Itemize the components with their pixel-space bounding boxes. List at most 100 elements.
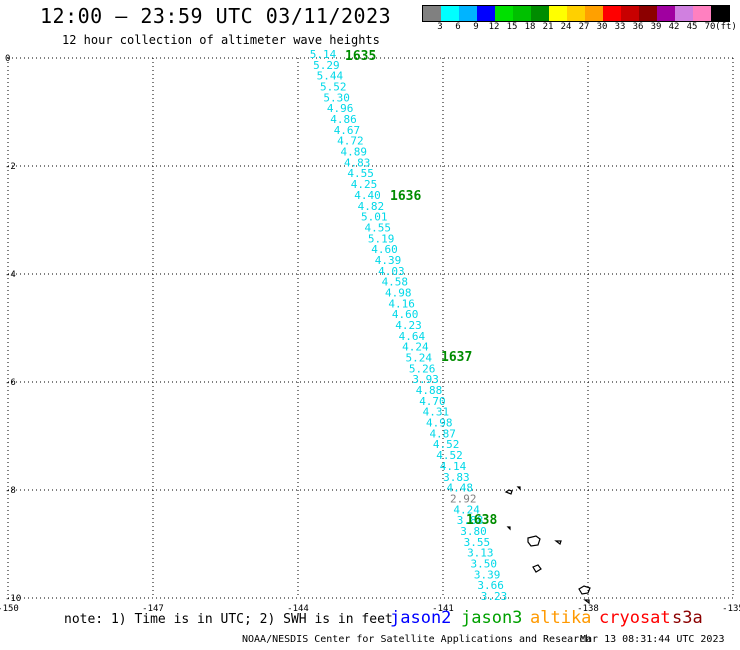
wave-height-value: 4.64 <box>399 330 426 343</box>
wave-height-value: 5.30 <box>323 91 350 104</box>
lon-tick-label: -138 <box>577 604 599 614</box>
lon-tick-label: -147 <box>142 604 164 614</box>
color-scale-swatch <box>621 6 639 21</box>
island-outline <box>504 489 513 495</box>
color-scale-label: 36 <box>632 22 644 32</box>
color-scale-swatch <box>423 6 441 21</box>
island-outline <box>578 585 591 595</box>
color-scale-swatch <box>693 6 711 21</box>
wave-height-value: 4.60 <box>392 308 419 321</box>
lat-tick-label: -10 <box>5 594 21 604</box>
lat-tick-label: -4 <box>5 270 16 280</box>
color-scale-swatch <box>441 6 459 21</box>
wave-height-value: 4.89 <box>341 146 368 159</box>
wave-height-value: 4.98 <box>426 417 453 430</box>
color-scale-label: 39 <box>650 22 662 32</box>
wave-height-value: 4.48 <box>447 482 474 495</box>
color-scale-label: 33 <box>614 22 626 32</box>
wave-height-value: 3.50 <box>470 557 497 570</box>
legend-jason3: jason3 <box>461 608 523 628</box>
wave-height-value: 2.92 <box>450 492 477 505</box>
wave-height-value: 4.55 <box>347 167 374 180</box>
wave-height-value: 3.83 <box>443 471 470 484</box>
color-scale-label: 9 <box>473 22 479 32</box>
lon-tick-label: -135 <box>722 604 740 614</box>
wave-height-value: 3.80 <box>460 525 487 538</box>
wave-height-value: 4.52 <box>433 438 460 451</box>
color-scale-swatch <box>477 6 495 21</box>
wave-height-value: 5.19 <box>368 232 395 245</box>
wave-height-value: 4.24 <box>402 341 429 354</box>
wave-height-value: 4.58 <box>382 276 409 289</box>
lat-tick-label: -8 <box>5 486 16 496</box>
color-scale-label: 30 <box>596 22 608 32</box>
wave-height-value: 4.72 <box>337 135 364 148</box>
island-outline <box>532 564 542 573</box>
wave-height-value: 3.23 <box>481 590 508 603</box>
wave-height-value: 3.88 <box>457 514 484 527</box>
wave-height-value: 4.39 <box>375 254 402 267</box>
lon-tick-label: -150 <box>0 604 19 614</box>
wave-height-value: 5.29 <box>313 59 340 72</box>
footer-note: note: 1) Time is in UTC; 2) SWH is in fe… <box>64 612 393 627</box>
wave-height-value: 5.14 <box>310 48 337 61</box>
lat-tick-label: 0 <box>5 54 10 64</box>
color-scale-label: 45 <box>686 22 698 32</box>
island-outline <box>527 535 541 547</box>
wave-height-value: 4.60 <box>371 243 398 256</box>
color-scale-label: 3 <box>437 22 443 32</box>
color-scale-swatch <box>639 6 657 21</box>
wave-height-value: 4.16 <box>388 297 415 310</box>
wave-height-value: 5.26 <box>409 362 436 375</box>
island-outline <box>554 540 562 545</box>
color-scale-bar <box>422 5 730 22</box>
wave-height-value: 4.98 <box>385 286 412 299</box>
wave-height-value: 4.14 <box>440 460 467 473</box>
legend-s3a: s3a <box>672 608 703 628</box>
wave-height-value: 4.87 <box>429 427 456 440</box>
color-scale-swatch <box>459 6 477 21</box>
wave-height-value: 4.96 <box>327 102 354 115</box>
color-scale-label: 42 <box>668 22 680 32</box>
color-scale-swatch <box>531 6 549 21</box>
wave-height-value: 4.86 <box>330 113 357 126</box>
color-scale-label: 12 <box>488 22 500 32</box>
color-scale-swatch <box>657 6 675 21</box>
wave-height-value: 5.52 <box>320 81 347 94</box>
wave-height-value: 4.55 <box>364 221 391 234</box>
color-scale-label: 18 <box>524 22 536 32</box>
color-scale-swatch <box>585 6 603 21</box>
island-outline <box>506 526 511 531</box>
legend-cryosat: cryosat <box>599 608 671 628</box>
wave-height-value: 3.13 <box>467 547 494 560</box>
lat-tick-label: -2 <box>5 162 16 172</box>
color-scale-swatch <box>603 6 621 21</box>
wave-height-value: 4.70 <box>419 395 446 408</box>
color-scale-swatch <box>549 6 567 21</box>
color-scale-label: 6 <box>455 22 461 32</box>
wave-height-value: 5.24 <box>406 352 433 365</box>
lon-tick-label: -144 <box>287 604 309 614</box>
pass-number-label: 1635 <box>345 49 376 64</box>
wave-height-value: 4.52 <box>436 449 463 462</box>
legend-jason2: jason2 <box>390 608 452 628</box>
island-outline <box>516 486 521 491</box>
color-scale-label: (ft) <box>715 22 737 32</box>
wave-height-value: 3.55 <box>464 536 491 549</box>
wave-height-value: 4.03 <box>378 265 405 278</box>
wave-height-value: 5.01 <box>361 211 388 224</box>
credit-text: NOAA/NESDIS Center for Satellite Applica… <box>242 634 592 645</box>
wave-height-value: 4.23 <box>395 319 422 332</box>
map-subtitle: 12 hour collection of altimeter wave hei… <box>62 33 380 47</box>
color-scale-swatch <box>675 6 693 21</box>
color-scale-label: 24 <box>560 22 572 32</box>
lon-tick-label: -141 <box>432 604 454 614</box>
color-scale-label: 70 <box>704 22 716 32</box>
color-scale-label: 15 <box>506 22 518 32</box>
color-scale-label: 21 <box>542 22 554 32</box>
wave-height-value: 3.66 <box>477 579 504 592</box>
color-scale-swatch <box>567 6 585 21</box>
color-scale-label: 27 <box>578 22 590 32</box>
pass-number-label: 1637 <box>441 350 472 365</box>
wave-height-value: 4.83 <box>344 156 371 169</box>
